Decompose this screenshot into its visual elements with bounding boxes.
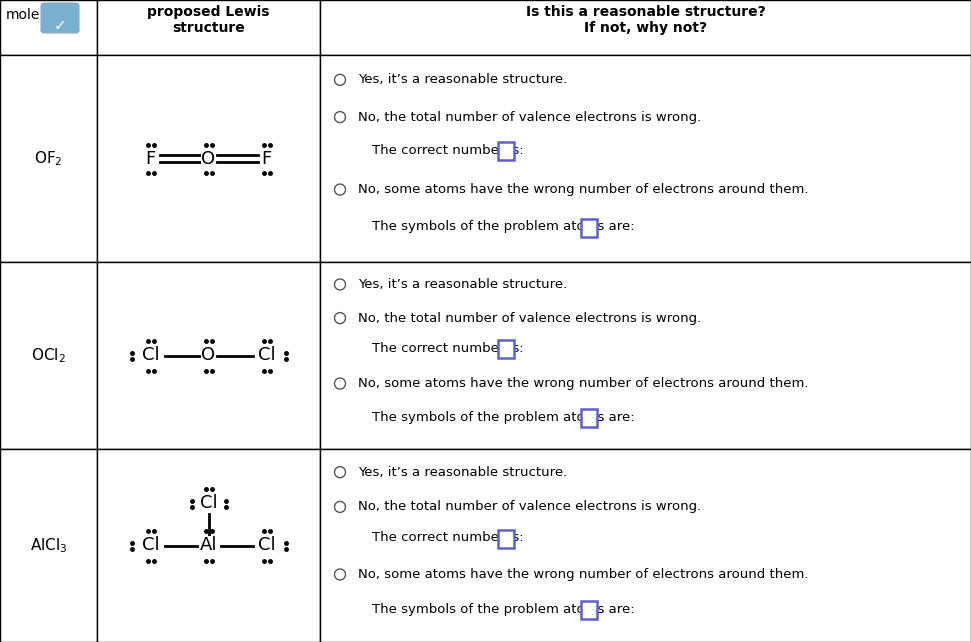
- Bar: [320, 449, 971, 642]
- Bar: [581, 601, 596, 619]
- Circle shape: [334, 184, 346, 195]
- Bar: [498, 340, 514, 358]
- Circle shape: [334, 378, 346, 389]
- Text: No, some atoms have the wrong number of electrons around them.: No, some atoms have the wrong number of …: [358, 568, 809, 581]
- Circle shape: [334, 74, 346, 85]
- Text: No, some atoms have the wrong number of electrons around them.: No, some atoms have the wrong number of …: [358, 183, 809, 196]
- Text: proposed Lewis
structure: proposed Lewis structure: [148, 5, 270, 35]
- Circle shape: [334, 112, 346, 123]
- Circle shape: [334, 279, 346, 290]
- Text: Cl: Cl: [257, 347, 276, 365]
- Text: OCl$_2$: OCl$_2$: [31, 346, 66, 365]
- Text: F: F: [261, 150, 272, 168]
- Text: mole: mole: [6, 8, 41, 22]
- Circle shape: [334, 313, 346, 324]
- Circle shape: [334, 569, 346, 580]
- Bar: [97, 55, 320, 262]
- Text: The correct number is:: The correct number is:: [372, 144, 523, 157]
- Text: Cl: Cl: [200, 494, 218, 512]
- Text: No, the total number of valence electrons is wrong.: No, the total number of valence electron…: [358, 500, 701, 514]
- Text: Yes, it’s a reasonable structure.: Yes, it’s a reasonable structure.: [358, 465, 567, 479]
- Text: Cl: Cl: [142, 347, 159, 365]
- Text: ✓: ✓: [53, 18, 66, 33]
- Bar: [581, 219, 596, 237]
- Text: Cl: Cl: [142, 537, 159, 555]
- Text: Cl: Cl: [257, 537, 276, 555]
- Bar: [320, 55, 971, 262]
- Text: The symbols of the problem atoms are:: The symbols of the problem atoms are:: [372, 603, 635, 616]
- Text: The correct number is:: The correct number is:: [372, 532, 523, 544]
- Bar: [0, 449, 97, 642]
- Bar: [320, 0, 971, 55]
- Bar: [97, 262, 320, 449]
- Text: F: F: [146, 150, 155, 168]
- Bar: [97, 0, 320, 55]
- Text: No, the total number of valence electrons is wrong.: No, the total number of valence electron…: [358, 110, 701, 124]
- Bar: [320, 262, 971, 449]
- Bar: [498, 530, 514, 548]
- Text: No, the total number of valence electrons is wrong.: No, the total number of valence electron…: [358, 311, 701, 325]
- Bar: [97, 449, 320, 642]
- Text: AlCl$_3$: AlCl$_3$: [30, 536, 67, 555]
- Bar: [0, 0, 97, 55]
- Text: No, some atoms have the wrong number of electrons around them.: No, some atoms have the wrong number of …: [358, 377, 809, 390]
- Text: Yes, it’s a reasonable structure.: Yes, it’s a reasonable structure.: [358, 278, 567, 291]
- Bar: [0, 262, 97, 449]
- Text: O: O: [201, 150, 216, 168]
- Text: Yes, it’s a reasonable structure.: Yes, it’s a reasonable structure.: [358, 73, 567, 86]
- Text: O: O: [201, 347, 216, 365]
- Text: The symbols of the problem atoms are:: The symbols of the problem atoms are:: [372, 411, 635, 424]
- Bar: [581, 409, 596, 427]
- Text: The correct number is:: The correct number is:: [372, 342, 523, 354]
- FancyBboxPatch shape: [41, 3, 79, 33]
- Circle shape: [334, 501, 346, 512]
- Text: The symbols of the problem atoms are:: The symbols of the problem atoms are:: [372, 220, 635, 233]
- Text: Al: Al: [200, 537, 218, 555]
- Circle shape: [334, 467, 346, 478]
- Bar: [0, 55, 97, 262]
- Bar: [498, 143, 514, 160]
- Text: OF$_2$: OF$_2$: [34, 149, 63, 168]
- Text: Is this a reasonable structure?
If not, why not?: Is this a reasonable structure? If not, …: [525, 5, 765, 35]
